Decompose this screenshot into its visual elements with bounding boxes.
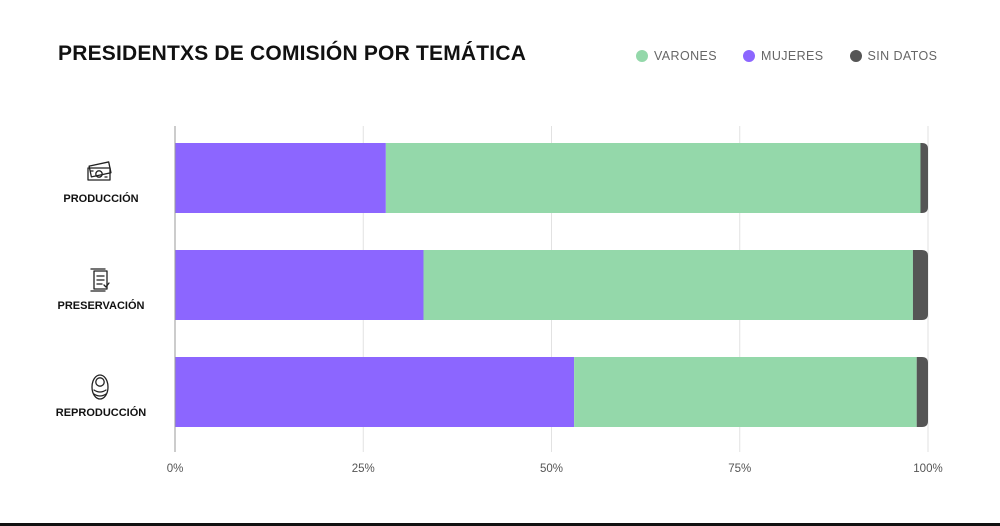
bar-sin-datos-2	[916, 357, 928, 427]
bar-mujeres-2	[175, 357, 575, 427]
bar-mujeres-0	[175, 143, 386, 213]
x-tick-label-25: 25%	[352, 463, 375, 475]
legend-swatch-sin-datos	[849, 50, 862, 62]
category-label-0: PRODUCCIÓN	[63, 192, 138, 205]
x-tick-label-75: 75%	[728, 463, 751, 475]
legend-swatch-mujeres	[743, 50, 755, 62]
baby-icon	[91, 374, 109, 400]
bar-mujeres-1	[175, 250, 424, 320]
legend-label-varones: VARONES	[654, 49, 717, 63]
bar-varones-2	[574, 357, 917, 427]
bar-varones-1	[423, 250, 913, 320]
bar-sin-datos-1	[912, 250, 928, 320]
x-tick-label-50: 50%	[540, 463, 563, 475]
money-icon	[87, 161, 112, 181]
legend-swatch-varones	[636, 50, 648, 62]
chart-legend: VARONES MUJERES SIN DATOS	[636, 49, 937, 63]
category-label-2: REPRODUCCIÓN	[56, 406, 147, 419]
bar-sin-datos-0	[920, 143, 928, 213]
legend-item-varones: VARONES	[636, 49, 717, 63]
chart-title: PRESIDENTXS DE COMISIÓN POR TEMÁTICA	[58, 42, 527, 65]
legend-label-sin-datos: SIN DATOS	[867, 49, 938, 63]
bar-varones-0	[385, 143, 921, 213]
legend-item-sin-datos: SIN DATOS	[849, 49, 938, 63]
legend-item-mujeres: MUJERES	[743, 49, 824, 63]
label-layer: 0% 25% 50% 75% 100% PRODUCCIÓN PRESERVACIÓN REP…	[56, 161, 943, 475]
legend-label-mujeres: MUJERES	[761, 49, 824, 63]
category-label-1: PRESERVACIÓN	[57, 299, 144, 312]
scroll-icon	[90, 268, 110, 292]
x-tick-label-0: 0%	[167, 463, 184, 475]
bar-layer	[175, 143, 928, 427]
x-tick-label-100: 100%	[913, 463, 942, 475]
